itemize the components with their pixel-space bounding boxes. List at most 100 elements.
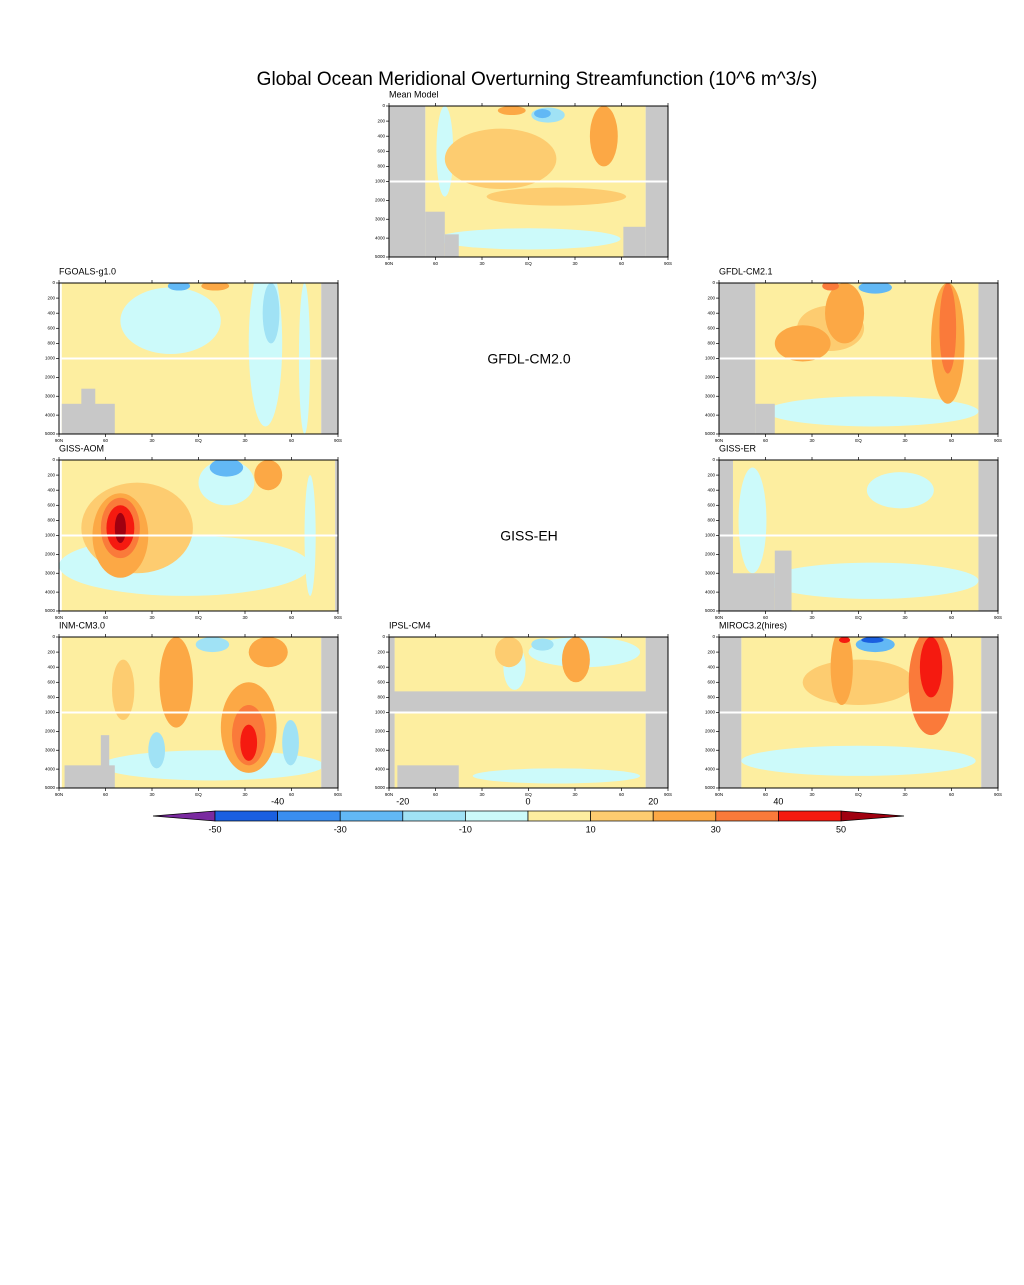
colorbar: -50 -40 -30 -20 -10 0 10 20 30 40 50 (152, 796, 905, 834)
y-tick-label: 800 (377, 164, 385, 169)
colorbar-label: 10 (586, 824, 596, 834)
y-tick-label: 600 (47, 325, 55, 330)
y-tick-label: 5000 (705, 608, 716, 613)
y-tick-label: 200 (47, 472, 55, 477)
x-tick-label: 30 (902, 438, 908, 443)
y-tick-label: 0 (712, 280, 715, 285)
x-tick-label: 60 (763, 615, 769, 620)
y-tick-label: 600 (47, 679, 55, 684)
x-tick-label: 90S (334, 615, 342, 620)
x-tick-label: 90S (664, 792, 672, 797)
y-tick-label: 200 (47, 295, 55, 300)
y-tick-label: 0 (52, 457, 55, 462)
x-tick-label: 30 (149, 792, 155, 797)
land (623, 226, 646, 257)
y-tick-label: 2000 (375, 198, 386, 203)
panel-title: INM-CM3.0 (59, 620, 105, 630)
land (389, 691, 668, 713)
y-tick-label: 4000 (375, 235, 386, 240)
contour-region (486, 187, 627, 206)
panel: Mean Model 0 200 400 600 800 1000 2000 3000 4000 5… (375, 89, 672, 266)
y-tick-label: 2000 (705, 552, 716, 557)
y-tick-label: 2000 (705, 729, 716, 734)
panel-title: IPSL-CM4 (389, 620, 431, 630)
contour-region (534, 109, 551, 119)
contour-region (248, 637, 288, 668)
y-tick-label: 1000 (45, 533, 56, 538)
y-tick-label: 0 (712, 457, 715, 462)
x-tick-label: 60 (103, 615, 109, 620)
x-tick-label: 30 (572, 261, 578, 266)
panel: GISS-ER 0 200 400 600 800 1000 2000 3000 4000 5000… (705, 443, 1002, 620)
contour-region (195, 637, 230, 653)
y-tick-label: 5000 (705, 785, 716, 790)
y-tick-label: 5000 (45, 608, 56, 613)
colorbar-label: -10 (459, 824, 472, 834)
x-tick-label: 30 (149, 615, 155, 620)
y-tick-label: 800 (707, 695, 715, 700)
y-tick-label: 0 (712, 634, 715, 639)
y-tick-label: 1000 (375, 179, 386, 184)
x-tick-label: 60 (949, 438, 955, 443)
contour-region (159, 637, 193, 728)
x-tick-label: EQ (195, 438, 202, 443)
colorbar-label: 20 (648, 796, 658, 806)
x-tick-label: EQ (855, 615, 862, 620)
y-tick-label: 200 (47, 649, 55, 654)
contour-region (561, 637, 590, 683)
y-tick-label: 0 (382, 103, 385, 108)
contour-region (436, 228, 621, 250)
x-tick-label: 90S (334, 792, 342, 797)
x-tick-label: 30 (809, 792, 815, 797)
y-tick-label: 800 (47, 518, 55, 523)
colorbar-segment (715, 810, 779, 822)
y-tick-label: 2000 (45, 552, 56, 557)
colorbar-label: 40 (773, 796, 783, 806)
y-tick-label: 4000 (705, 589, 716, 594)
contour-region (167, 283, 191, 291)
y-tick-label: 3000 (375, 216, 386, 221)
y-tick-label: 3000 (375, 747, 386, 752)
x-tick-label: 90S (994, 438, 1002, 443)
y-tick-label: 400 (47, 664, 55, 669)
y-tick-label: 3000 (45, 393, 56, 398)
x-tick-label: 30 (242, 615, 248, 620)
y-tick-label: 3000 (45, 747, 56, 752)
x-tick-label: 60 (289, 792, 295, 797)
y-tick-label: 600 (707, 679, 715, 684)
x-tick-label: 60 (619, 261, 625, 266)
missing-panel-label: GFDL-CM2.0 (487, 351, 570, 367)
y-tick-label: 3000 (45, 570, 56, 575)
panel: FGOALS-g1.0 0 200 400 600 800 1000 2000 3000 4000… (45, 266, 342, 443)
x-tick-label: 30 (902, 615, 908, 620)
y-tick-label: 800 (47, 341, 55, 346)
colorbar-segment (652, 810, 717, 822)
y-tick-label: 2000 (705, 375, 716, 380)
figure-title: Global Ocean Meridional Overturning Stre… (257, 69, 818, 90)
x-tick-label: 60 (949, 792, 955, 797)
y-tick-label: 4000 (375, 766, 386, 771)
y-tick-label: 3000 (705, 747, 716, 752)
y-tick-label: 600 (707, 325, 715, 330)
colorbar-segment (339, 810, 404, 822)
contour-region (254, 460, 283, 491)
contour-region (436, 106, 454, 197)
panel-title: GISS-ER (719, 443, 757, 453)
y-tick-label: 200 (707, 472, 715, 477)
x-tick-label: EQ (525, 261, 532, 266)
y-tick-label: 1000 (45, 710, 56, 715)
contour-region (444, 128, 557, 190)
x-tick-label: 30 (479, 261, 485, 266)
y-tick-label: 800 (377, 695, 385, 700)
colorbar-segment (465, 810, 529, 822)
x-tick-label: 30 (809, 438, 815, 443)
land (755, 403, 775, 434)
x-tick-label: 90S (664, 261, 672, 266)
contour-region (858, 283, 892, 294)
y-tick-label: 400 (707, 487, 715, 492)
panel: MIROC3.2(hires) 0 200 400 600 800 1000 2000 3000… (705, 620, 1002, 797)
x-tick-label: 30 (902, 792, 908, 797)
contour-region (472, 768, 641, 784)
colorbar-over (840, 810, 905, 822)
